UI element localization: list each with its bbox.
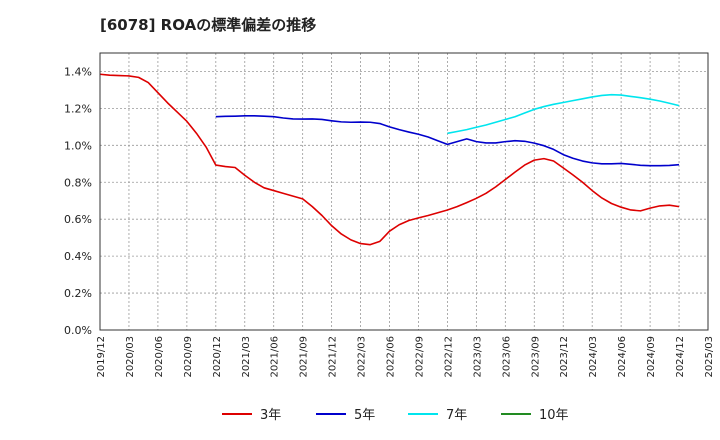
x-tick-label: 2024/09 [646, 336, 657, 378]
grid-lines [100, 53, 708, 330]
x-tick-label: 2021/06 [270, 336, 281, 378]
series-line-2 [447, 93, 680, 135]
chart-title: [6078] ROAの標準偏差の推移 [100, 16, 317, 34]
x-axis-ticks: 2019/12 2020/03 2020/06 2020/09 2020/12 2021/… [96, 336, 715, 378]
series-line-1 [215, 114, 680, 167]
x-tick-label: 2025/03 [704, 336, 715, 378]
y-tick-label: 0.0% [64, 324, 92, 337]
x-tick-label: 2020/06 [154, 336, 165, 378]
x-tick-label: 2020/12 [212, 336, 223, 378]
x-tick-label: 2023/12 [559, 336, 570, 378]
x-tick-label: 2023/03 [472, 336, 483, 378]
x-tick-label: 2022/09 [414, 336, 425, 378]
legend: 3年 5年 7年 10年 [222, 408, 569, 423]
y-tick-label: 0.2% [64, 287, 92, 300]
x-tick-label: 2022/06 [386, 336, 397, 378]
y-axis-ticks: 0.0% 0.2% 0.4% 0.6% 0.8% 1.0% 1.2% 1.4% [64, 65, 92, 337]
x-tick-label: 2022/12 [443, 336, 454, 378]
x-tick-label: 2024/06 [617, 336, 628, 378]
x-tick-label: 2021/03 [241, 336, 252, 378]
legend-label-3: 10年 [539, 408, 569, 423]
x-tick-label: 2023/09 [530, 336, 541, 378]
y-tick-label: 0.8% [64, 176, 92, 189]
x-tick-label: 2021/12 [328, 336, 339, 378]
x-tick-label: 2022/03 [357, 336, 368, 378]
legend-label-1: 5年 [354, 408, 375, 423]
x-tick-label: 2024/12 [675, 336, 686, 378]
x-tick-label: 2020/09 [183, 336, 194, 378]
y-tick-label: 0.6% [64, 213, 92, 226]
x-tick-label: 2023/06 [501, 336, 512, 378]
series-lines [99, 73, 680, 246]
series-line-0 [99, 73, 680, 246]
x-tick-label: 2021/09 [299, 336, 310, 378]
legend-label-0: 3年 [260, 408, 281, 423]
y-tick-label: 1.0% [64, 139, 92, 152]
x-tick-label: 2024/03 [588, 336, 599, 378]
y-tick-label: 0.4% [64, 250, 92, 263]
y-tick-label: 1.4% [64, 65, 92, 78]
y-tick-label: 1.2% [64, 102, 92, 115]
legend-label-2: 7年 [446, 408, 467, 423]
x-tick-label: 2020/03 [125, 336, 136, 378]
x-tick-label: 2019/12 [96, 336, 107, 378]
plot-area-frame [99, 52, 709, 331]
